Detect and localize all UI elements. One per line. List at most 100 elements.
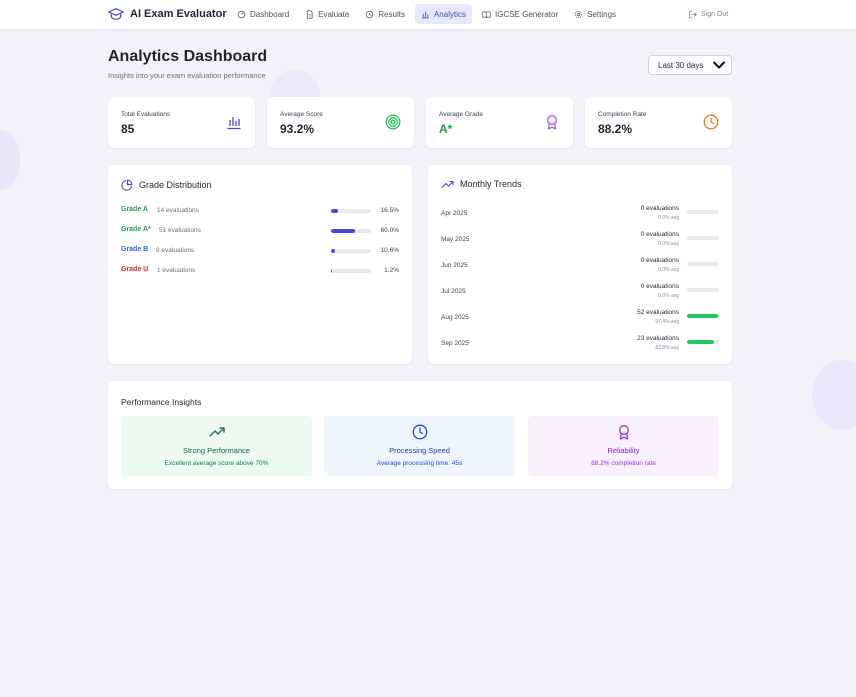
nav-item-label: Settings — [587, 9, 617, 19]
trend-count: 0 evaluations — [640, 231, 679, 238]
trend-row: Jun 2025 0 evaluations 0.0% avg — [441, 257, 719, 277]
trend-progress-fill — [687, 314, 719, 318]
trending-up-icon — [209, 427, 225, 437]
stat-card-average-grade: Average Grade A* — [426, 97, 573, 148]
trend-row: Jul 2025 0 evaluations 0.0% avg — [441, 283, 719, 303]
stat-label: Completion Rate — [598, 111, 647, 118]
clock-icon — [703, 114, 719, 130]
award-icon — [619, 425, 629, 440]
trend-row: May 2025 0 evaluations 0.0% avg — [441, 231, 719, 251]
nav-item-dashboard[interactable]: Dashboard — [231, 4, 295, 24]
chevron-down-icon — [713, 61, 725, 69]
nav-item-label: Results — [378, 9, 405, 19]
clock-icon — [412, 424, 428, 440]
page-subtitle: Insights into your exam evaluation perfo… — [108, 71, 266, 80]
grade-progress-bar — [331, 229, 371, 233]
target-icon — [385, 114, 401, 130]
nav-item-label: Evaluate — [318, 9, 350, 19]
background-blob — [0, 130, 20, 190]
insight-card-processing-speed: Processing Speed Average processing time… — [324, 416, 515, 476]
trend-average: 83.8% avg — [655, 345, 679, 351]
panel-title: Grade Distribution — [139, 180, 212, 190]
grade-count: 1 evaluations — [157, 267, 196, 274]
page-title: Analytics Dashboard — [108, 48, 268, 65]
trend-month: Jun 2025 — [441, 262, 468, 269]
trending-up-icon — [441, 180, 454, 189]
insight-description: Average processing time: 45s — [376, 460, 463, 467]
nav-item-igcse-generator[interactable]: IGCSE Generator — [476, 4, 564, 24]
nav-item-label: IGCSE Generator — [494, 9, 559, 19]
bar-chart-icon — [227, 117, 241, 130]
grade-name: Grade U — [121, 266, 149, 273]
trend-progress-bar — [687, 262, 719, 266]
insight-description: 88.2% completion rate — [591, 460, 656, 467]
background-blob — [812, 360, 856, 430]
trend-progress-bar — [687, 340, 719, 344]
insight-card-strong-performance: Strong Performance Excellent average sco… — [121, 416, 312, 476]
nav-item-label: Analytics — [433, 9, 466, 19]
trend-progress-fill — [687, 340, 714, 344]
insight-title: Processing Speed — [389, 446, 450, 455]
grade-row: Grade A 14 evaluations 16.5% — [121, 206, 399, 216]
trend-count: 0 evaluations — [640, 257, 679, 264]
stat-label: Average Grade — [439, 111, 483, 118]
insight-card-reliability: Reliability 88.2% completion rate — [528, 416, 719, 476]
history-icon — [366, 10, 374, 18]
graduation-cap-icon — [108, 8, 124, 20]
stat-card-total-evaluations: Total Evaluations 85 — [108, 97, 255, 148]
trend-row: Aug 2025 52 evaluations 97.4% avg — [441, 309, 719, 329]
grade-percentage: 16.5% — [380, 207, 399, 214]
trend-month: Sep 2025 — [441, 340, 469, 347]
insight-description: Excellent average score above 70% — [164, 460, 269, 467]
nav-item-results[interactable]: Results — [359, 4, 411, 24]
panel-header: Monthly Trends — [441, 179, 522, 189]
panel-title: Monthly Trends — [460, 179, 522, 189]
trend-count: 0 evaluations — [640, 283, 679, 290]
trend-month: Apr 2025 — [441, 210, 468, 217]
stat-label: Average Score — [280, 111, 323, 118]
trend-month: Jul 2025 — [441, 288, 466, 295]
award-icon — [547, 115, 557, 130]
grade-name: Grade B — [121, 246, 149, 253]
trend-progress-bar — [687, 314, 719, 318]
trend-average: 97.4% avg — [655, 319, 679, 325]
nav-item-settings[interactable]: Settings — [568, 4, 622, 24]
trend-count: 23 evaluations — [637, 335, 679, 342]
grade-progress-fill — [331, 229, 355, 233]
dashboard-icon — [237, 10, 246, 18]
date-range-value: Last 30 days — [658, 60, 704, 70]
grade-count: 51 evaluations — [159, 227, 201, 234]
book-icon — [482, 11, 491, 18]
stat-value: 88.2% — [598, 122, 633, 136]
grade-progress-bar — [331, 209, 371, 213]
trend-progress-bar — [687, 236, 719, 240]
trend-average: 0.0% avg — [658, 215, 679, 221]
grade-name: Grade A — [121, 206, 148, 213]
sign-out-button[interactable]: Sign Out — [688, 10, 728, 19]
date-range-select[interactable]: Last 30 days — [648, 55, 732, 75]
grade-name: Grade A* — [121, 226, 151, 233]
trend-progress-bar — [687, 210, 719, 214]
panel-header: Performance Insights — [121, 397, 201, 407]
performance-insights-panel: Performance Insights Strong Performance … — [108, 381, 732, 489]
grade-progress-bar — [331, 269, 371, 273]
brand[interactable]: AI Exam Evaluator — [108, 7, 227, 21]
insight-title: Strong Performance — [182, 446, 251, 455]
bar-chart-icon — [422, 11, 429, 18]
nav-item-label: Dashboard — [250, 9, 290, 19]
nav-item-analytics[interactable]: Analytics — [414, 4, 472, 24]
stat-value: 85 — [121, 122, 135, 136]
grade-row: Grade A* 51 evaluations 60.0% — [121, 226, 399, 236]
trend-count: 0 evaluations — [640, 205, 679, 212]
grade-count: 14 evaluations — [157, 207, 199, 214]
nav-item-evaluate[interactable]: Evaluate — [299, 4, 355, 24]
grade-percentage: 60.0% — [380, 227, 399, 234]
grade-row: Grade B 9 evaluations 10.6% — [121, 246, 399, 256]
trend-average: 0.0% avg — [658, 267, 679, 273]
nav-menu: Dashboard Evaluate Results Analytics IGC… — [231, 4, 622, 24]
document-icon — [307, 9, 313, 19]
stat-label: Total Evaluations — [121, 111, 171, 118]
gear-icon — [575, 10, 583, 18]
trend-row: Sep 2025 23 evaluations 83.8% avg — [441, 335, 719, 355]
stat-card-average-score: Average Score 93.2% — [267, 97, 414, 148]
